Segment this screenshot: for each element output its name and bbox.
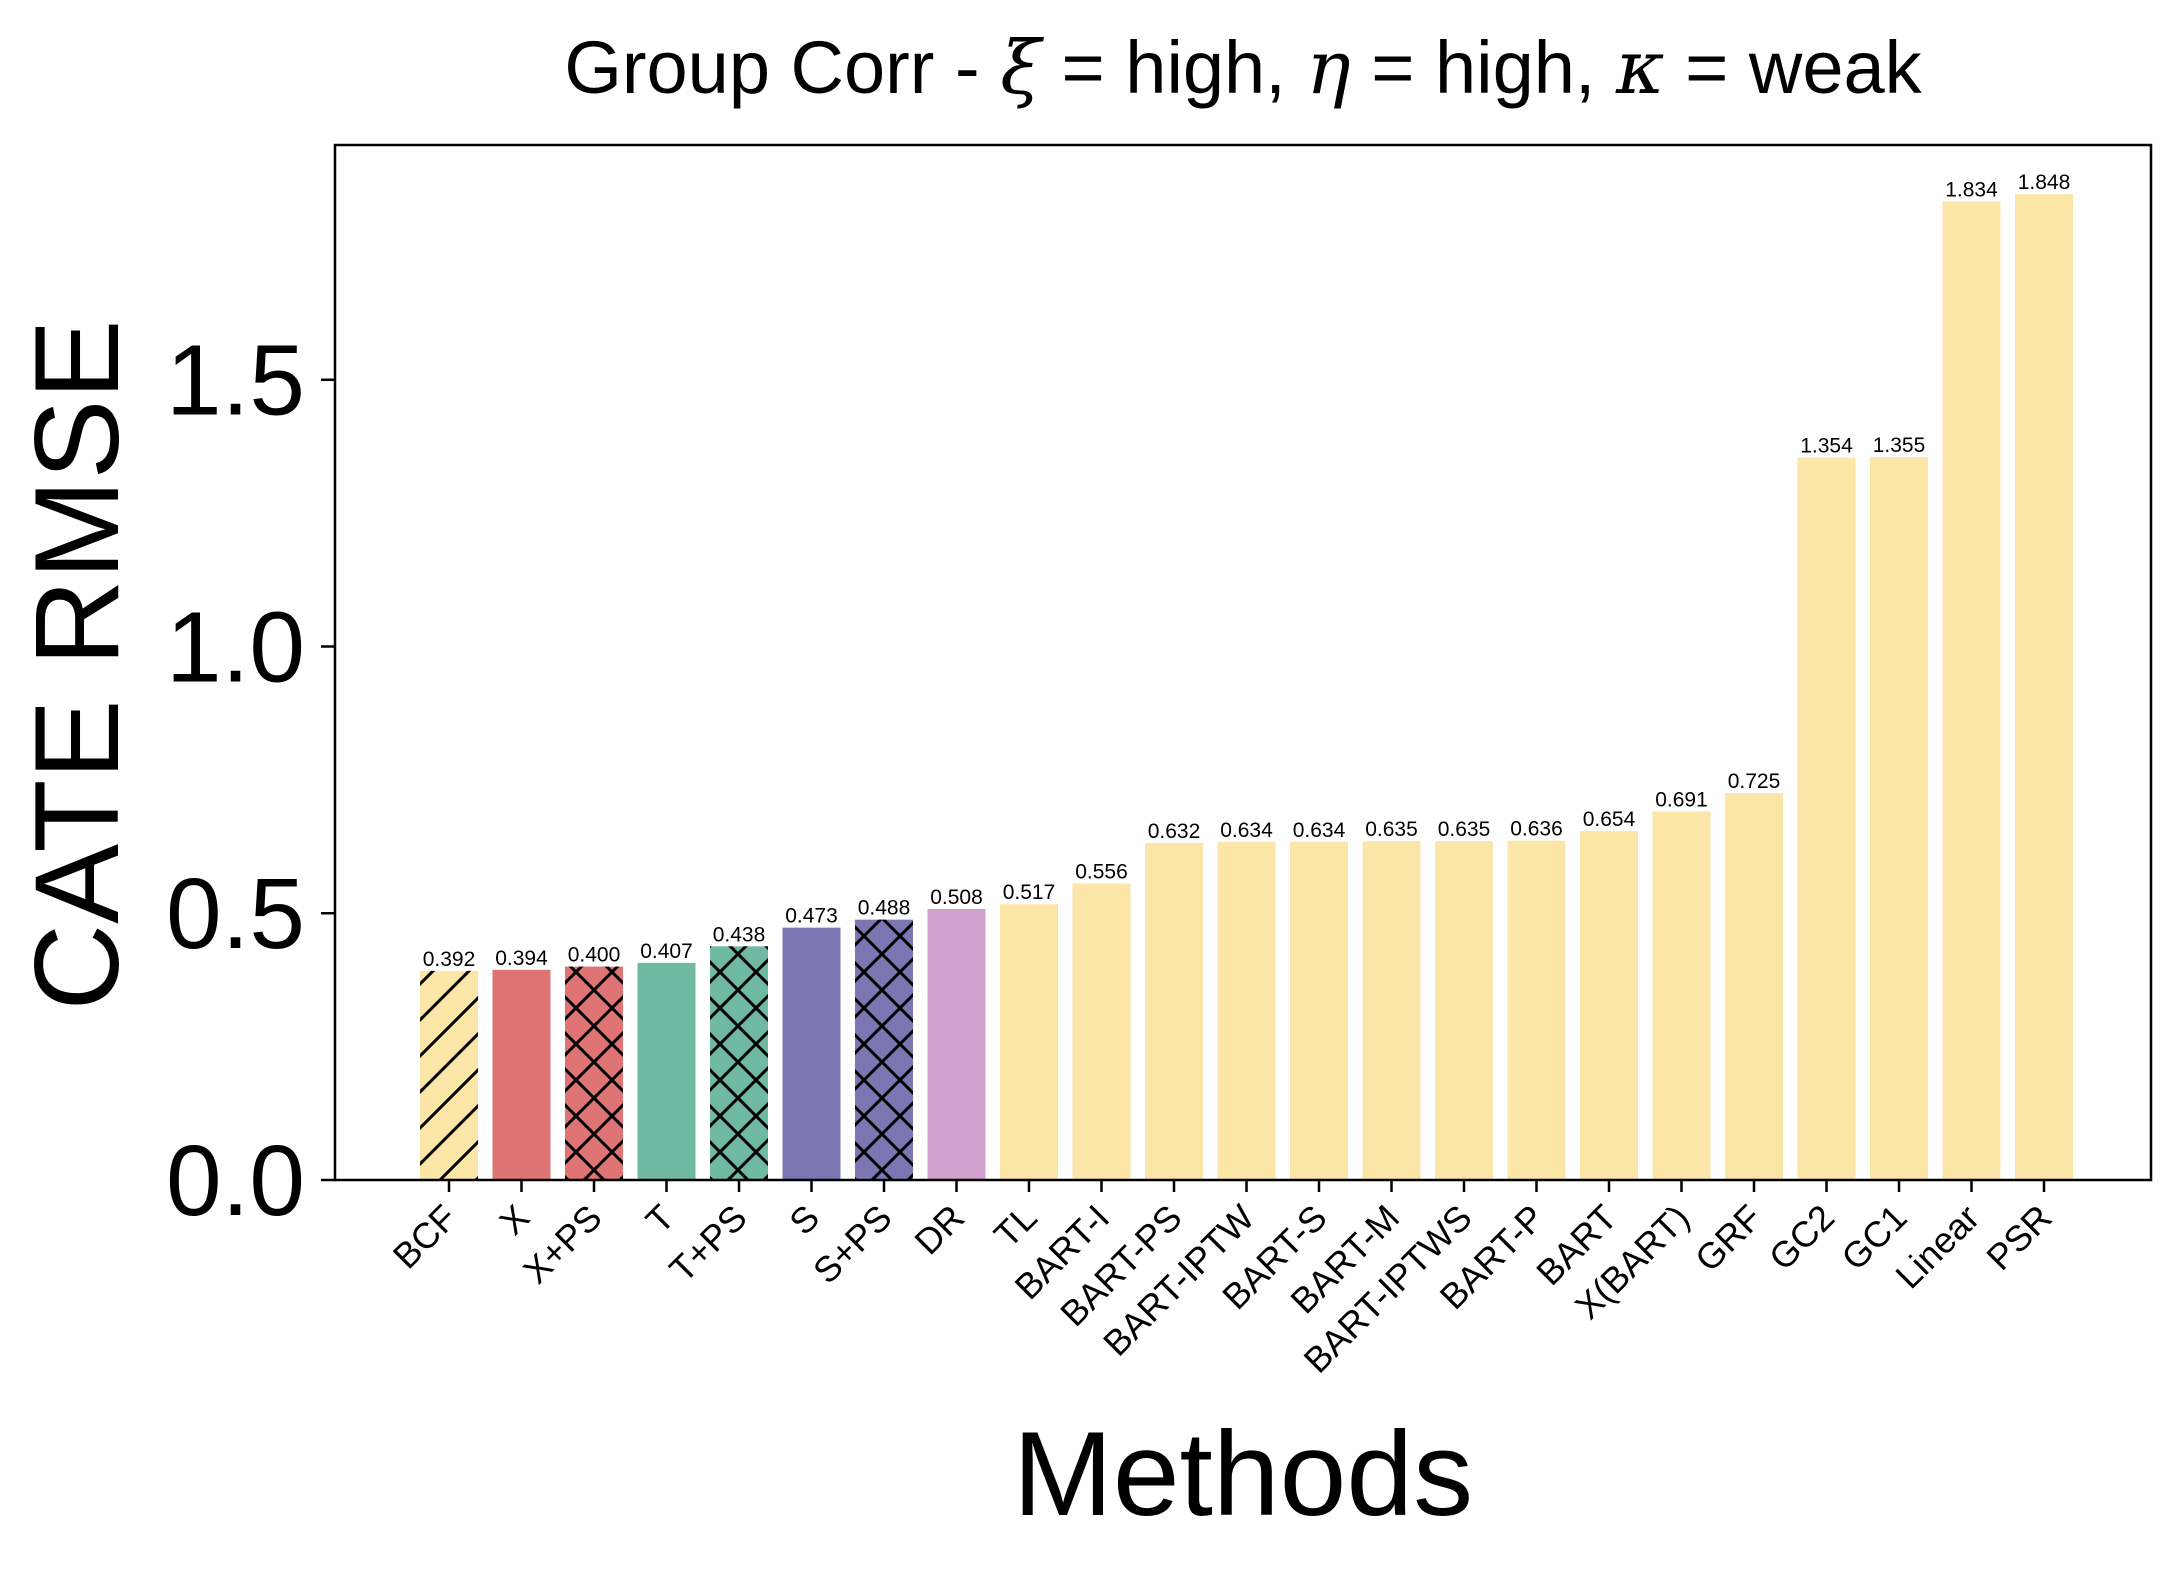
bar-bart-s: [1290, 841, 1348, 1180]
bar-bart-ps: [1145, 842, 1203, 1180]
x-tick-label-grf: GRF: [1687, 1197, 1770, 1280]
value-label-dr: 0.508: [930, 886, 983, 909]
x-tick-label-dr: DR: [906, 1197, 972, 1263]
value-label-linear: 1.834: [1945, 179, 1998, 202]
bar-hatch-bcf: [420, 970, 478, 1180]
plot-frame: [333, 143, 2153, 1182]
x-axis: BCF XX+PS TT+PS SS+PS DR TLBART-IBART-PSBART-…: [385, 1180, 2060, 1381]
value-label-bart-iptw: 0.634: [1220, 819, 1273, 842]
value-label-gc2: 1.354: [1800, 435, 1853, 458]
x-tick-label-x: X: [491, 1197, 537, 1243]
value-label-tl: 0.517: [1003, 881, 1056, 904]
value-label-s-ps: 0.488: [858, 897, 911, 920]
x-tick-label-gc2: GC2: [1761, 1197, 1842, 1278]
value-label-bart-m: 0.635: [1365, 818, 1418, 841]
value-label-t: 0.407: [640, 940, 693, 963]
bar-bart-p: [1507, 840, 1566, 1180]
value-label-gc1: 1.355: [1873, 434, 1926, 457]
value-label-psr: 1.848: [2018, 171, 2071, 194]
bar-bart: [1580, 831, 1638, 1180]
bar-grf: [1725, 793, 1783, 1180]
bar-x-bart: [1652, 811, 1711, 1180]
x-tick-label-t-ps: T+PS: [661, 1197, 754, 1290]
x-tick-label-t: T: [638, 1197, 683, 1242]
title-eta-symbol: η: [1306, 25, 1350, 111]
bar-bart-m: [1362, 841, 1421, 1180]
value-label-bart-s: 0.634: [1293, 819, 1346, 842]
bar-linear: [1942, 201, 2001, 1181]
x-tick-label-s: S: [781, 1197, 827, 1243]
x-tick-label-tl: TL: [986, 1197, 1045, 1256]
bar-psr: [2015, 194, 2073, 1181]
bar-t: [637, 962, 696, 1180]
x-tick-label-psr: PSR: [1978, 1197, 2059, 1278]
value-label-x-bart: 0.691: [1655, 788, 1708, 811]
bar-s: [782, 927, 841, 1180]
title-xi-symbol: ξ: [1000, 25, 1044, 111]
value-label-x: 0.394: [495, 947, 548, 970]
bar-hatch-s-ps: [855, 919, 913, 1180]
value-label-t-ps: 0.438: [713, 923, 766, 946]
x-tick-label-x-ps: X+PS: [515, 1197, 610, 1292]
y-tick-label-1-0: 1.0: [166, 591, 305, 703]
x-tick-label-linear: Linear: [1887, 1197, 1987, 1297]
bar-x: [492, 969, 551, 1180]
y-tick-label-0-0: 0.0: [166, 1125, 305, 1237]
y-tick-label-0-5: 0.5: [166, 858, 305, 970]
value-label-bart-ps: 0.632: [1148, 820, 1201, 843]
bar-dr: [927, 908, 986, 1180]
bar-bart-iptw: [1217, 841, 1276, 1180]
value-label-bcf: 0.392: [423, 948, 476, 971]
value-label-x-ps: 0.400: [568, 944, 621, 967]
value-label-bart-i: 0.556: [1075, 860, 1128, 883]
chart-title: Group Corr - ξ = high, η = high, κ = wea…: [564, 25, 1922, 111]
bar-bart-i: [1072, 883, 1131, 1180]
y-axis: 0.0 0.5 1.0 1.5: [166, 325, 335, 1237]
y-axis-label: CATE RMSE: [10, 319, 144, 1010]
x-tick-label-bcf: BCF: [385, 1197, 465, 1277]
bars-group: [420, 194, 2073, 1181]
y-tick-label-1-5: 1.5: [166, 325, 305, 437]
value-label-s: 0.473: [785, 905, 838, 928]
bar-hatch-x-ps: [565, 966, 623, 1180]
x-axis-label: Methods: [1013, 1407, 1473, 1541]
bar-gc1: [1870, 457, 1928, 1180]
bar-gc2: [1797, 457, 1856, 1180]
bar-tl: [1000, 904, 1058, 1180]
value-labels-group: 0.392 0.394 0.400 0.407 0.438 0.473 0.488 0.508…: [423, 171, 2071, 971]
value-label-bart-p: 0.636: [1510, 818, 1563, 841]
x-tick-label-s-ps: S+PS: [805, 1197, 900, 1292]
title-kappa-symbol: κ: [1615, 25, 1665, 111]
bar-bart-iptws: [1435, 841, 1493, 1180]
value-label-grf: 0.725: [1728, 770, 1781, 793]
bar-hatch-t-ps: [710, 946, 768, 1180]
value-label-bart: 0.654: [1583, 808, 1636, 831]
value-label-bart-iptws: 0.635: [1438, 818, 1491, 841]
